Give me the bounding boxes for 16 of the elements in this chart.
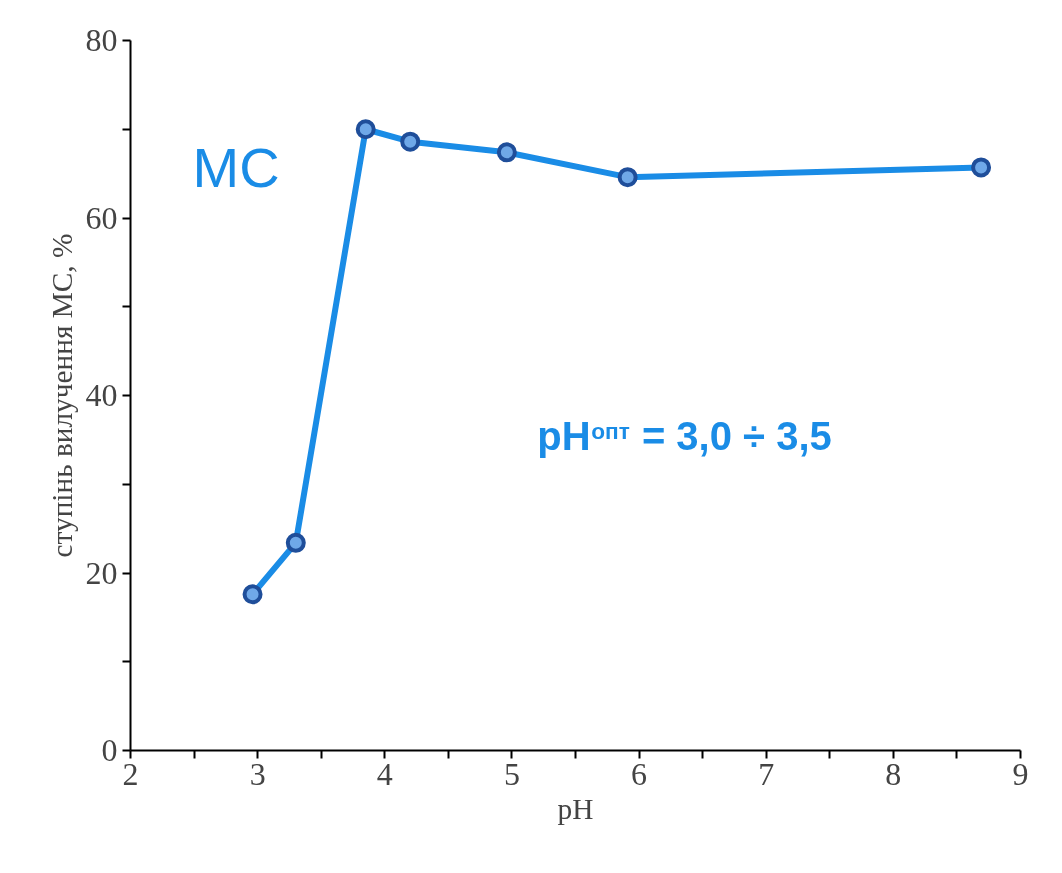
y-tick-label: 0	[101, 732, 118, 768]
y-tick-label: 20	[85, 554, 118, 591]
x-tick-label: 6	[631, 755, 648, 792]
x-tick-label: 2	[122, 755, 139, 792]
x-tick-label: 7	[758, 755, 775, 792]
y-tick-label: 80	[85, 22, 118, 58]
x-tick-label: 8	[885, 755, 902, 792]
y-tick-label: 60	[85, 199, 118, 236]
y-tick-label: 40	[85, 377, 118, 413]
series-label: МС	[192, 136, 280, 200]
y-axis-title: ступінь вилучення МС, %	[45, 233, 78, 558]
x-tick-label: 9	[1012, 755, 1029, 792]
x-tick-label: 3	[249, 755, 266, 792]
x-tick-label: 4	[376, 755, 393, 792]
x-tick-label: 5	[503, 755, 520, 792]
x-axis-title: pH	[557, 792, 594, 825]
